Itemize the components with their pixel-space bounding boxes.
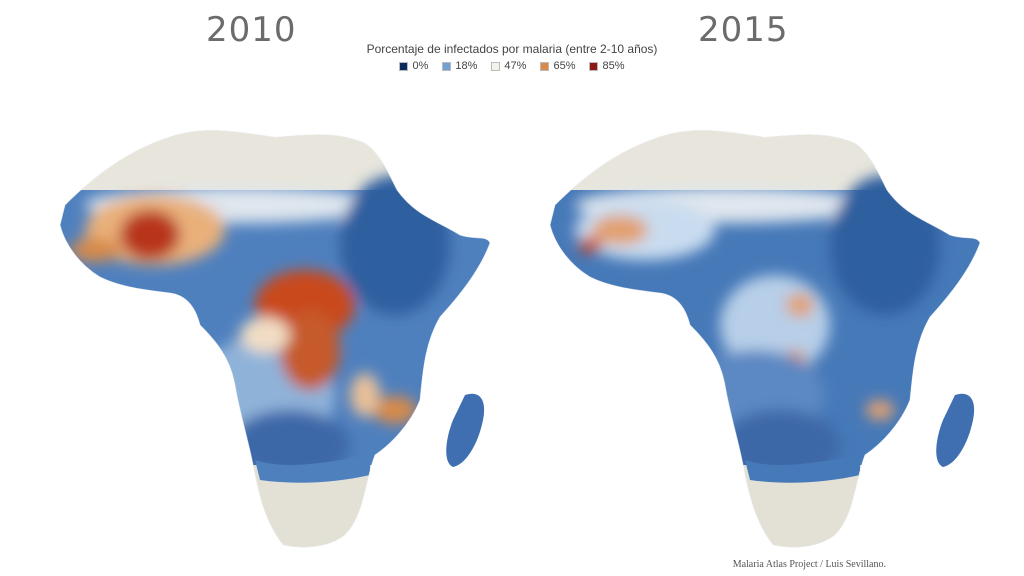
- sahara-2010: [60, 130, 490, 190]
- legend-swatch-18: [442, 61, 452, 71]
- africa-map-2010: [59, 129, 491, 548]
- sahara-2015: [550, 130, 980, 190]
- legend-item-65: 65%: [540, 60, 575, 72]
- legend-item-18: 18%: [442, 60, 477, 72]
- legend: Porcentaje de infectados por malaria (en…: [0, 42, 1024, 72]
- legend-label-65: 65%: [553, 60, 576, 72]
- year-label-2010: 2010: [206, 10, 297, 50]
- legend-label-0: 0%: [412, 60, 429, 72]
- legend-items: 0% 18% 47% 65% 85%: [0, 60, 1024, 72]
- source-credit: Malaria Atlas Project / Luis Sevillano.: [732, 559, 886, 570]
- year-label-2015: 2015: [698, 10, 789, 50]
- legend-label-18: 18%: [455, 60, 478, 72]
- madagascar-2010: [446, 393, 485, 467]
- legend-title: Porcentaje de infectados por malaria (en…: [366, 42, 658, 56]
- legend-swatch-0: [399, 61, 409, 71]
- africa-outline-2010: [59, 129, 491, 548]
- africa-outline-2015: [549, 129, 981, 548]
- legend-label-47: 47%: [504, 60, 527, 72]
- legend-label-85: 85%: [602, 60, 625, 72]
- legend-item-47: 47%: [491, 60, 526, 72]
- legend-swatch-65: [540, 61, 550, 71]
- legend-item-85: 85%: [589, 60, 625, 72]
- legend-swatch-85: [589, 61, 599, 71]
- legend-item-0: 0%: [399, 60, 428, 72]
- africa-map-2015: [549, 129, 981, 548]
- legend-swatch-47: [491, 61, 501, 71]
- madagascar-2015: [936, 393, 975, 467]
